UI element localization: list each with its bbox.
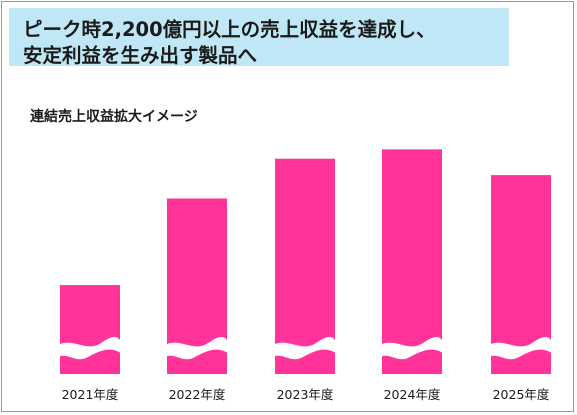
x-tick-label: 2021年度 xyxy=(62,387,119,402)
headline-line-2: 安定利益を生み出す製品へ xyxy=(23,44,258,67)
headline-banner: ピーク時2,200億円以上の売上収益を達成し、 安定利益を生み出す製品へ xyxy=(9,8,509,67)
x-tick-label: 2022年度 xyxy=(169,387,226,402)
x-tick-label: 2024年度 xyxy=(384,387,441,402)
axis-break-2021年度 xyxy=(58,336,122,360)
chart-title: 連結売上収益拡大イメージ xyxy=(30,109,198,125)
bar-2021年度 xyxy=(60,285,120,374)
axis-break-2025年度 xyxy=(489,336,553,360)
bar-2024年度 xyxy=(382,149,442,374)
axis-break-2024年度 xyxy=(380,336,444,360)
headline-line-1: ピーク時2,200億円以上の売上収益を達成し、 xyxy=(23,18,436,41)
x-tick-label: 2023年度 xyxy=(277,387,334,402)
x-tick-label: 2025年度 xyxy=(493,387,550,402)
axis-break-2023年度 xyxy=(273,336,337,360)
axis-break-2022年度 xyxy=(165,336,229,360)
